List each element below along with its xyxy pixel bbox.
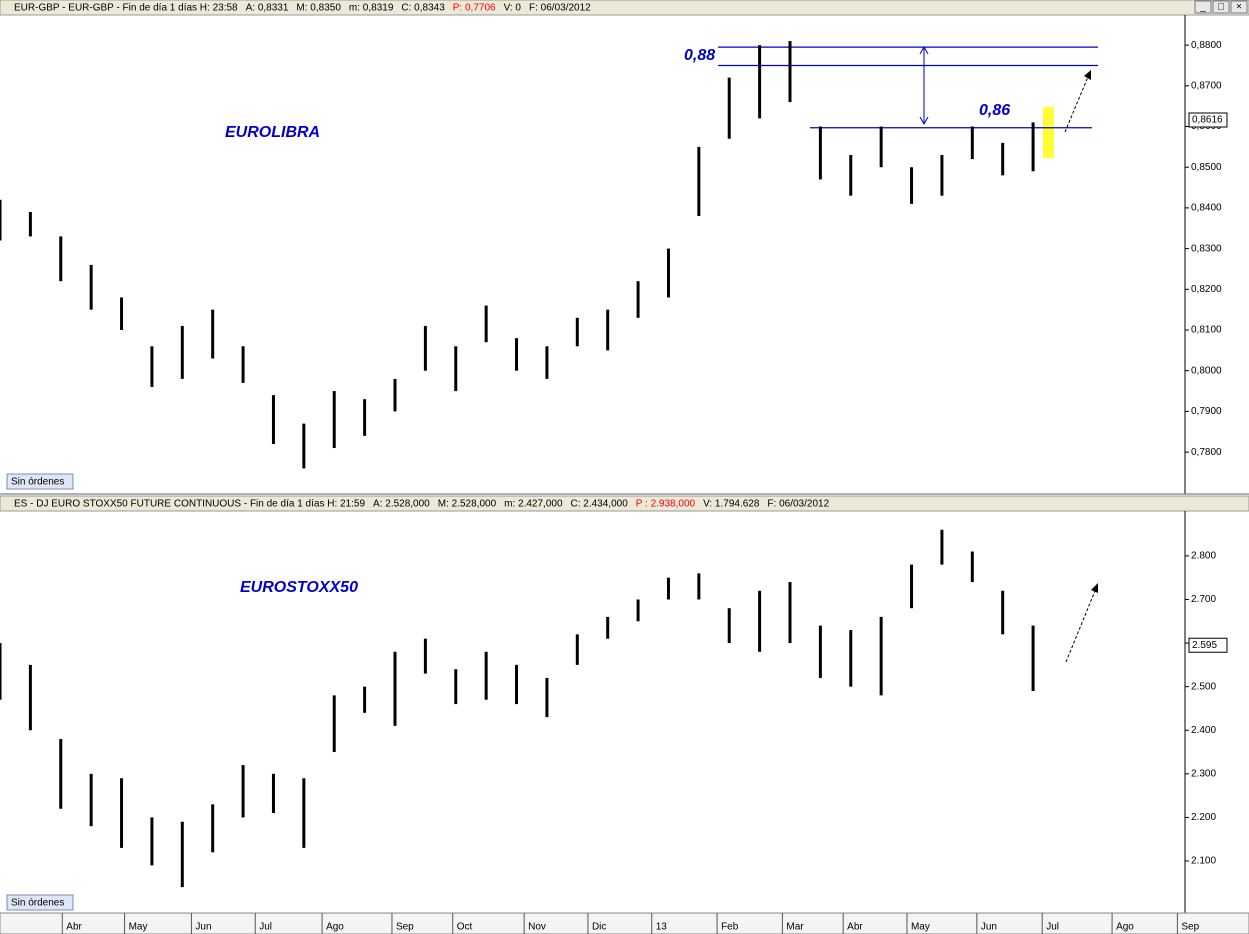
x-tick-label: Ago [1116, 922, 1134, 933]
header-item: C: 0,8343 [401, 2, 445, 13]
x-tick-label: Feb [721, 922, 739, 933]
annotation: 0,86 [979, 102, 1010, 119]
x-tick-label: Sep [396, 922, 414, 933]
header-item: V: 1.794.628 [703, 498, 760, 509]
x-tick-label: Jul [259, 922, 272, 933]
y-tick-label: 2.300 [1191, 768, 1216, 779]
chart-title: EUROSTOXX50 [240, 579, 358, 596]
y-tick-label: 0,8100 [1191, 325, 1222, 336]
y-tick-label: 2.400 [1191, 725, 1216, 736]
y-tick-label: 2.200 [1191, 812, 1216, 823]
last-price-box [1188, 112, 1228, 128]
x-tick-label: Abr [66, 922, 82, 933]
x-tick-label: Jul [1046, 922, 1059, 933]
x-tick-label: Ago [326, 922, 344, 933]
trend-arrow [1064, 71, 1091, 133]
header-item: ES - DJ EURO STOXX50 FUTURE CONTINUOUS -… [14, 498, 365, 509]
header-item: M: 0,8350 [296, 2, 341, 13]
x-tick-label: Nov [528, 922, 546, 933]
y-tick-label: 0,8500 [1191, 162, 1222, 173]
y-tick-label: 2.100 [1191, 856, 1216, 867]
window-buttons: _ □ × [1194, 0, 1248, 14]
window-button[interactable] [1194, 0, 1212, 14]
annotation: 0,88 [684, 47, 715, 64]
header-item: A: 0,8331 [246, 2, 289, 13]
last-price-label: 0,8616 [1192, 115, 1223, 126]
x-tick-label: Sep [1181, 922, 1199, 933]
trend-arrow [1065, 585, 1098, 663]
header-item: m: 2.427,000 [504, 498, 563, 509]
x-tick-label: May [129, 922, 148, 933]
window-button[interactable] [1212, 0, 1230, 14]
header-item: F: 06/03/2012 [767, 498, 829, 509]
y-tick-label: 2.500 [1191, 681, 1216, 692]
y-tick-label: 0,7800 [1191, 447, 1222, 458]
header-item: P: 0,7706 [453, 2, 496, 13]
y-tick-label: 0,8300 [1191, 243, 1222, 254]
y-tick-label: 2.700 [1191, 594, 1216, 605]
y-tick-label: 2.800 [1191, 551, 1216, 562]
status-box[interactable] [6, 473, 74, 490]
highlight [1043, 107, 1054, 158]
y-tick-label: 0,8400 [1191, 203, 1222, 214]
y-tick-label: 0,8700 [1191, 80, 1222, 91]
chart-title: EUROLIBRA [225, 124, 320, 141]
header-item: P : 2.938,000 [636, 498, 696, 509]
last-price-label: 2.595 [1192, 640, 1217, 651]
header-bar [0, 495, 1249, 512]
last-price-box [1188, 637, 1228, 653]
header-text: ES - DJ EURO STOXX50 FUTURE CONTINUOUS -… [14, 498, 830, 509]
x-tick-label: 13 [656, 922, 668, 933]
window-button-label[interactable]: × [1236, 2, 1242, 13]
y-tick-label: 0,7900 [1191, 406, 1222, 417]
header-item: F: 06/03/2012 [529, 2, 591, 13]
arrow-head [1084, 70, 1091, 80]
x-tick-label: Jun [981, 922, 997, 933]
y-tick-label: 0,8000 [1191, 365, 1222, 376]
x-tick-label: Jun [195, 922, 211, 933]
header-item: A: 2.528,000 [373, 498, 430, 509]
status-text[interactable]: Sin órdenes [11, 477, 64, 488]
x-tick-label: Dic [592, 922, 606, 933]
header-item: M: 2.528,000 [438, 498, 497, 509]
header-item: m: 0,8319 [349, 2, 394, 13]
x-tick-label: Mar [786, 922, 804, 933]
header-item: EUR-GBP - EUR-GBP - Fin de día 1 días H:… [14, 2, 238, 13]
header-item: V: 0 [504, 2, 522, 13]
y-tick-label: 0,8200 [1191, 284, 1222, 295]
x-tick-label: May [911, 922, 930, 933]
header-item: C: 2.434,000 [571, 498, 629, 509]
header-text: EUR-GBP - EUR-GBP - Fin de día 1 días H:… [14, 2, 591, 13]
time-axis [0, 912, 1249, 934]
x-tick-label: Abr [847, 922, 863, 933]
arrow-head [1091, 583, 1098, 593]
y-tick-label: 0,8800 [1191, 40, 1222, 51]
header-bar [0, 0, 1249, 16]
status-box[interactable] [6, 894, 74, 911]
x-tick-label: Oct [457, 922, 473, 933]
status-text[interactable]: Sin órdenes [11, 898, 64, 909]
window-button[interactable] [1230, 0, 1248, 14]
window-button-label[interactable]: _ [1199, 2, 1206, 13]
window-button-label[interactable]: □ [1218, 2, 1224, 13]
